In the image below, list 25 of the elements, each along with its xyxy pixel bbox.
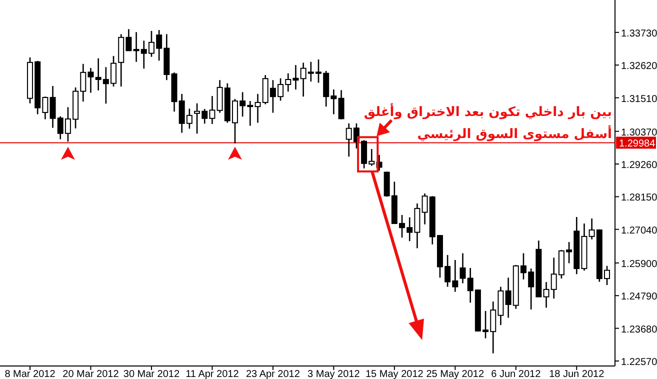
y-tick-label: 1.24790 [621,292,657,303]
x-tick-label: 3 May 2012 [308,369,360,379]
annotation: أسفل مستوى السوق الرئيسي [417,125,612,142]
x-tick-label: 18 Jun 2012 [549,369,605,379]
ref-line-label: 1.29984 [619,138,656,150]
y-tick-label: 1.27040 [621,225,657,236]
x-tick-label: 20 Mar 2012 [62,369,120,379]
annotation: بين بار داخلي تكون بعد الاختراق وأغلق [364,103,612,120]
x-tick-label: 30 Mar 2012 [123,369,180,379]
y-tick-label: 1.25900 [621,258,657,270]
x-tick-label: 6 Jun 2012 [491,369,542,379]
y-tick-label: 1.31510 [621,94,657,105]
x-tick-label: 15 May 2012 [366,369,424,379]
y-tick-label: 1.29260 [621,160,657,172]
y-tick-label: 1.28150 [621,192,657,204]
y-tick-label: 1.30370 [621,127,657,138]
x-tick-label: 23 Apr 2012 [246,369,300,379]
x-tick-label: 25 May 2012 [426,369,484,379]
x-tick-label: 8 Mar 2012 [4,369,56,379]
ref-line-label: 1.29984 [616,136,656,150]
y-tick-label: 1.23680 [621,324,657,336]
y-tick-label: 1.32620 [621,61,657,72]
y-tick-label: 1.33730 [621,28,657,40]
y-tick-label: 1.22570 [621,356,657,368]
x-tick-label: 11 Apr 2012 [186,369,240,379]
